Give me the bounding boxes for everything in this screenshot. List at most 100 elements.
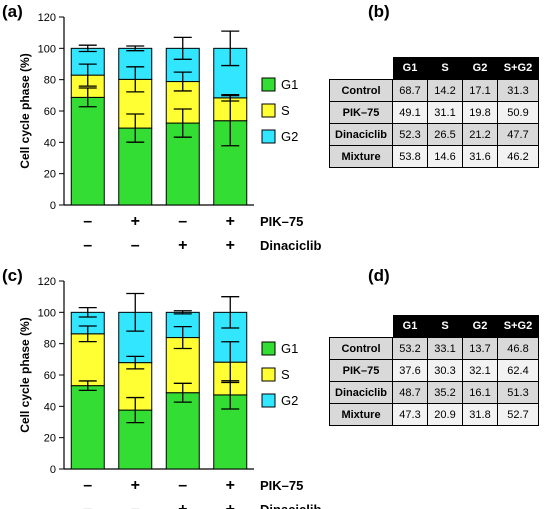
table-header-row: G1 S G2 S+G2 — [329, 57, 539, 80]
treatment-mark: – — [178, 213, 187, 230]
table-cell: 17.1 — [462, 79, 498, 102]
table-corner — [329, 315, 393, 338]
treatment-label: PIK–75 — [260, 214, 303, 229]
treatment-mark: – — [83, 477, 92, 494]
panel-label-b: (b) — [368, 2, 390, 21]
bar-G1-2 — [165, 122, 200, 206]
table-cell: 19.8 — [462, 101, 498, 124]
table-cell: 52.7 — [497, 403, 539, 426]
table-cell: 14.6 — [427, 145, 463, 168]
treatment-mark: + — [178, 237, 187, 254]
bar-G1-0 — [70, 96, 105, 206]
table-cell: 62.4 — [497, 359, 539, 382]
table-header-row: G1 S G2 S+G2 — [329, 315, 539, 338]
column-header: S+G2 — [497, 315, 539, 338]
table-cell: 52.3 — [392, 123, 428, 146]
y-tick-label: 120 — [38, 12, 56, 24]
stacked-bar-chart-a: 0 20 40 60 80 100 120 Cell cycle phase (%) – + – + P… — [18, 12, 321, 254]
table-cell: 51.3 — [497, 381, 539, 404]
y-tick-label: 60 — [44, 106, 56, 118]
row-header: Mixture — [329, 403, 393, 426]
table-row: Mixture 53.8 14.6 31.6 46.2 — [329, 145, 539, 168]
table-cell: 50.9 — [497, 101, 539, 124]
table-row: Mixture 47.3 20.9 31.8 52.7 — [329, 403, 539, 426]
table-cell: 53.2 — [392, 337, 428, 360]
treatment-mark: – — [131, 237, 140, 254]
treatment-label: Dinaciclib — [260, 502, 321, 509]
table-cell: 68.7 — [392, 79, 428, 102]
y-tick-label: 40 — [44, 137, 56, 149]
y-tick-label: 80 — [44, 75, 56, 87]
treatment-mark: – — [178, 477, 187, 494]
table-cell: 13.7 — [462, 337, 498, 360]
bar-G1-2 — [165, 392, 200, 470]
table-cell: 31.1 — [427, 101, 463, 124]
legend-label-S: S — [281, 103, 290, 118]
bar-S-0 — [70, 333, 105, 387]
y-tick-label: 0 — [50, 200, 56, 212]
treatment-mark: + — [178, 501, 187, 509]
legend-swatch-S — [261, 103, 276, 118]
treatment-mark: – — [83, 213, 92, 230]
legend-swatch-G1 — [261, 341, 276, 356]
y-axis-label: Cell cycle phase (%) — [18, 53, 32, 168]
legend-label-G1: G1 — [281, 77, 298, 92]
table-cell: 37.6 — [392, 359, 428, 382]
treatment-mark: – — [83, 237, 92, 254]
table-cell: 48.7 — [392, 381, 428, 404]
table-cell: 47.3 — [392, 403, 428, 426]
legend-swatch-G2 — [261, 129, 276, 144]
table-row: Control 53.2 33.1 13.7 46.8 — [329, 337, 539, 360]
y-tick-label: 100 — [38, 307, 56, 319]
panel-label-d: (d) — [368, 266, 390, 285]
table-cell: 30.3 — [427, 359, 463, 382]
row-header: Dinaciclib — [329, 381, 393, 404]
legend-label-G2: G2 — [281, 129, 298, 144]
table-cell: 46.2 — [497, 145, 539, 168]
table-row: Control 68.7 14.2 17.1 31.3 — [329, 79, 539, 102]
treatment-mark: – — [131, 501, 140, 509]
table-cell: 16.1 — [462, 381, 498, 404]
table-cell: 31.3 — [497, 79, 539, 102]
column-header: G1 — [392, 57, 428, 80]
y-axis-label: Cell cycle phase (%) — [18, 317, 32, 432]
table-row: PIK–75 37.6 30.3 32.1 62.4 — [329, 359, 539, 382]
table-cell: 47.7 — [497, 123, 539, 146]
y-tick-label: 20 — [44, 169, 56, 181]
y-tick-label: 60 — [44, 370, 56, 382]
treatment-label: PIK–75 — [260, 478, 303, 493]
treatment-mark: + — [226, 213, 235, 230]
treatment-mark: + — [226, 501, 235, 509]
panel-label-a: (a) — [2, 2, 23, 21]
table-corner — [329, 57, 393, 80]
column-header: G1 — [392, 315, 428, 338]
legend-swatch-G1 — [261, 77, 276, 92]
column-header: G2 — [462, 315, 498, 338]
y-tick-label: 20 — [44, 433, 56, 445]
table-row: Dinaciclib 48.7 35.2 16.1 51.3 — [329, 381, 539, 404]
treatment-mark: – — [83, 501, 92, 509]
y-tick-label: 0 — [50, 464, 56, 476]
y-tick-label: 120 — [38, 276, 56, 288]
row-header: Control — [329, 79, 393, 102]
table-cell: 53.8 — [392, 145, 428, 168]
treatment-mark: + — [131, 477, 140, 494]
table-cell: 49.1 — [392, 101, 428, 124]
row-header: Mixture — [329, 145, 393, 168]
table-cell: 26.5 — [427, 123, 463, 146]
table-row: Dinaciclib 52.3 26.5 21.2 47.7 — [329, 123, 539, 146]
treatment-mark: + — [131, 213, 140, 230]
row-header: PIK–75 — [329, 101, 393, 124]
legend-label-G1: G1 — [281, 341, 298, 356]
table-cell: 20.9 — [427, 403, 463, 426]
treatment-label: Dinaciclib — [260, 238, 321, 253]
y-tick-label: 80 — [44, 339, 56, 351]
legend-label-S: S — [281, 367, 290, 382]
table-row: PIK–75 49.1 31.1 19.8 50.9 — [329, 101, 539, 124]
legend-label-G2: G2 — [281, 393, 298, 408]
table-cell: 31.8 — [462, 403, 498, 426]
legend-swatch-S — [261, 367, 276, 382]
table-cell: 31.6 — [462, 145, 498, 168]
table-cell: 32.1 — [462, 359, 498, 382]
table-cell: 46.8 — [497, 337, 539, 360]
